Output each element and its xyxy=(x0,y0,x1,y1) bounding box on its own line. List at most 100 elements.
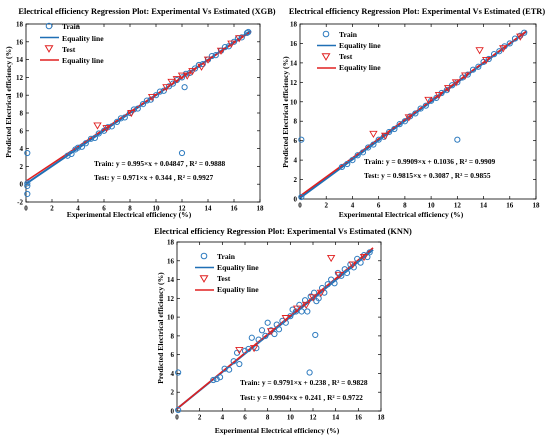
train-point xyxy=(521,29,528,36)
y-tick-label: 8 xyxy=(294,118,298,126)
legend-swatch-train xyxy=(45,22,53,30)
train-point xyxy=(282,319,289,326)
x-tick-label: 6 xyxy=(377,202,381,210)
train-point xyxy=(271,330,278,338)
x-tick-label: 8 xyxy=(266,414,270,422)
x-tick-label: 4 xyxy=(221,414,225,422)
test-point xyxy=(334,271,344,279)
train-point xyxy=(241,347,249,355)
train-point xyxy=(175,406,182,414)
x-tick-label: 10 xyxy=(287,414,295,422)
test-regression-annotation: Test: y = 0.971×x + 0.344 , R² = 0.9927 xyxy=(94,173,213,182)
y-tick-label: 0 xyxy=(171,408,175,416)
y-tick-label: 16 xyxy=(167,257,175,265)
train-point xyxy=(438,89,445,97)
y-axis-label: Predicted Electrical efficiency (%) xyxy=(281,56,290,168)
y-tick-label: 12 xyxy=(167,295,175,303)
train-point xyxy=(331,280,338,287)
legend-label-test: Test xyxy=(62,45,76,54)
train-point xyxy=(74,144,82,151)
legend-swatch-train xyxy=(322,30,330,38)
plot-title: Electrical efficiency Regression Plot: E… xyxy=(289,7,545,16)
train-point xyxy=(344,160,351,168)
train-point xyxy=(24,180,31,187)
legend-label-train: Train xyxy=(339,30,358,39)
train-point xyxy=(338,163,346,171)
test-point xyxy=(183,72,192,80)
x-tick-label: 18 xyxy=(378,414,386,422)
x-tick-label: 14 xyxy=(480,202,488,210)
x-tick-label: 12 xyxy=(179,205,187,213)
train-point xyxy=(496,48,503,55)
y-tick-label: 8 xyxy=(171,332,175,340)
train-point xyxy=(485,55,492,63)
legend-label-test: Test xyxy=(217,274,231,283)
train-point xyxy=(221,44,228,51)
test-point xyxy=(172,76,181,84)
x-tick-label: 12 xyxy=(454,202,462,210)
test-point xyxy=(127,109,136,118)
x-tick-label: 0 xyxy=(24,205,28,213)
test-point xyxy=(235,346,244,355)
train-point xyxy=(195,61,202,69)
x-tick-label: 8 xyxy=(403,202,407,210)
y-tick-label: 14 xyxy=(167,276,175,284)
legend-swatch-test xyxy=(321,53,331,61)
test-point xyxy=(167,78,176,86)
train-point xyxy=(236,360,243,368)
x-tick-label: 8 xyxy=(128,205,132,213)
train-regression-annotation: Train: y = 0.9791×x + 0.238 , R² = 0.982… xyxy=(240,378,368,387)
train-point xyxy=(312,331,319,339)
x-tick-label: 0 xyxy=(175,414,179,422)
x-axis-label: Experimental Electrical efficiency (%) xyxy=(339,210,464,219)
train-point xyxy=(289,306,296,313)
plot-area: 0 2 4 6 8 10 12 14 16 18 0 2 4 6 8 10 12 14 16 18 xyxy=(167,239,385,422)
train-point xyxy=(181,84,188,91)
y-tick-label: 6 xyxy=(20,127,24,135)
train-point xyxy=(24,149,31,157)
y-tick-label: 16 xyxy=(290,40,298,48)
y-tick-label: 6 xyxy=(294,137,298,145)
legend-swatch-test xyxy=(44,45,54,53)
train-point xyxy=(338,272,345,279)
test-point xyxy=(481,56,491,65)
train-point xyxy=(401,118,408,125)
train-point xyxy=(255,336,262,343)
test-point xyxy=(281,315,290,323)
test-point xyxy=(316,289,326,297)
train-point xyxy=(156,88,163,95)
y-tick-label: 14 xyxy=(290,59,298,67)
y-axis-label: Predicted Electrical efficiency (%) xyxy=(4,46,13,158)
train-point xyxy=(24,190,31,198)
train-point xyxy=(298,193,305,201)
train-point xyxy=(454,136,461,143)
plot-title: Electrical efficiency Regression Plot: E… xyxy=(18,7,275,16)
x-tick-label: 12 xyxy=(310,414,318,422)
train-point xyxy=(221,365,228,372)
train-point xyxy=(64,152,71,159)
train-point xyxy=(311,289,318,296)
y-tick-label: 4 xyxy=(20,145,24,153)
train-point xyxy=(287,313,294,320)
train-point xyxy=(91,134,99,142)
legend-label-test-line: Equality line xyxy=(339,63,381,72)
plot-title: Electrical efficiency Regression Plot: E… xyxy=(154,227,412,236)
train-point xyxy=(357,259,364,266)
y-tick-label: 16 xyxy=(16,38,24,46)
legend-label-train-line: Equality line xyxy=(62,34,104,43)
train-point xyxy=(117,115,125,122)
train-point xyxy=(391,125,398,133)
train-point xyxy=(366,249,373,256)
train-point xyxy=(469,66,477,73)
test-point xyxy=(203,56,213,64)
train-point xyxy=(264,319,271,326)
y-tick-label: 2 xyxy=(20,163,24,171)
test-point xyxy=(93,122,102,130)
x-tick-label: 18 xyxy=(533,202,541,210)
train-point xyxy=(354,152,361,159)
test-point xyxy=(369,130,378,138)
x-tick-label: 10 xyxy=(428,202,436,210)
